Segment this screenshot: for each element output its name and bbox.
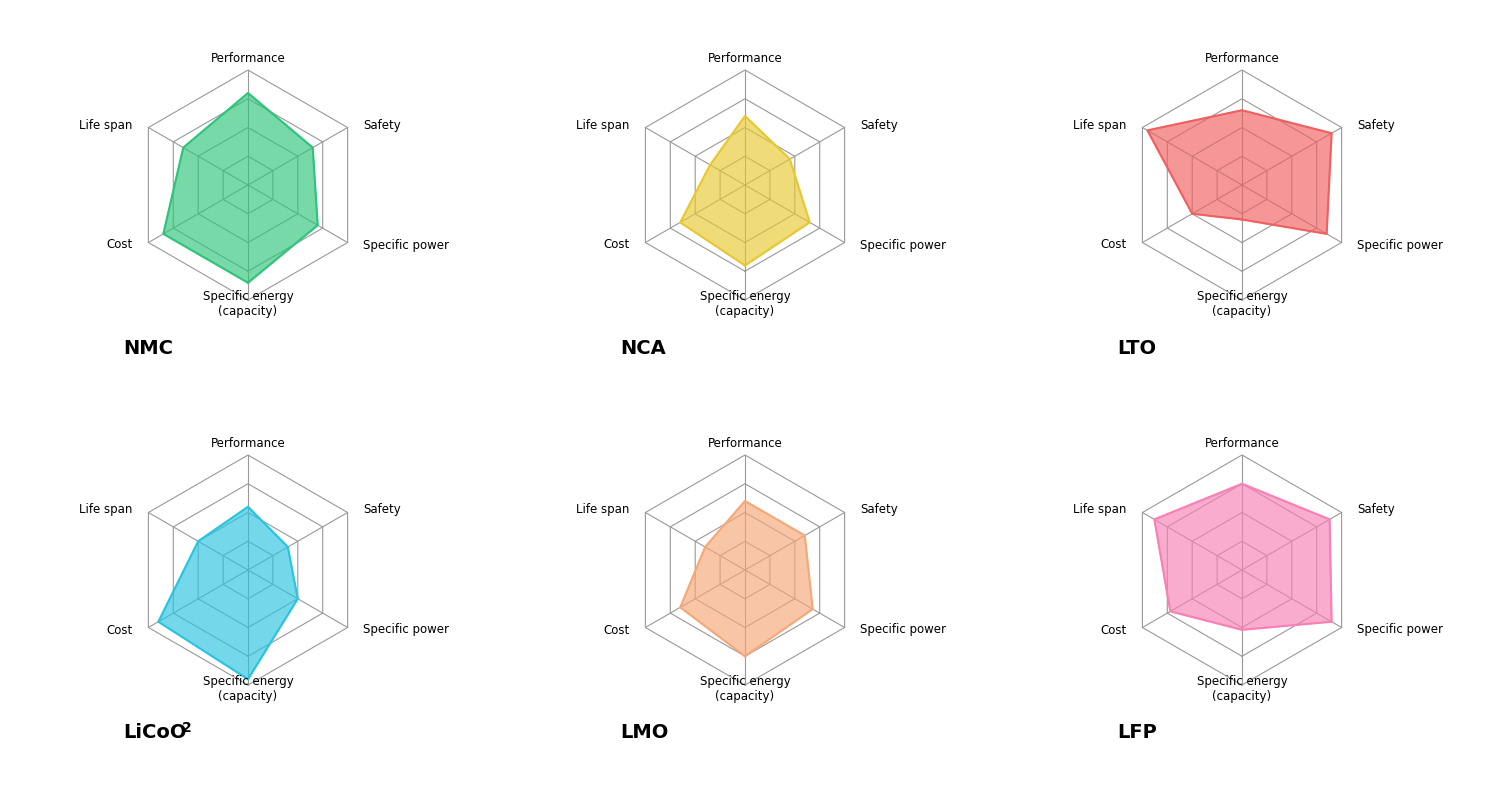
Text: LTO: LTO xyxy=(1118,338,1156,357)
Text: Life span: Life span xyxy=(79,503,133,517)
Text: Cost: Cost xyxy=(107,623,133,637)
Text: Specific power: Specific power xyxy=(364,623,448,637)
Text: Safety: Safety xyxy=(860,119,898,132)
Text: Cost: Cost xyxy=(603,239,630,251)
Polygon shape xyxy=(1155,484,1332,630)
Text: Specific power: Specific power xyxy=(1357,623,1444,637)
Text: 2: 2 xyxy=(182,721,192,735)
Text: Life span: Life span xyxy=(79,119,133,132)
Text: Safety: Safety xyxy=(364,119,401,132)
Text: Performance: Performance xyxy=(708,52,782,65)
Text: Life span: Life span xyxy=(577,503,630,517)
Text: Safety: Safety xyxy=(1357,119,1395,132)
Text: Safety: Safety xyxy=(364,503,401,517)
Text: Cost: Cost xyxy=(107,239,133,251)
Text: Performance: Performance xyxy=(1204,437,1280,450)
Text: NMC: NMC xyxy=(124,338,173,357)
Polygon shape xyxy=(158,507,298,679)
Polygon shape xyxy=(681,116,809,265)
Polygon shape xyxy=(681,501,812,656)
Text: Life span: Life span xyxy=(1073,119,1126,132)
Polygon shape xyxy=(1147,110,1332,234)
Text: Specific energy
(capacity): Specific energy (capacity) xyxy=(700,290,790,318)
Text: Life span: Life span xyxy=(1073,503,1126,517)
Text: Performance: Performance xyxy=(210,52,286,65)
Text: Specific energy
(capacity): Specific energy (capacity) xyxy=(203,290,294,318)
Text: Specific power: Specific power xyxy=(364,239,448,251)
Text: Performance: Performance xyxy=(708,437,782,450)
Polygon shape xyxy=(164,93,317,283)
Text: Specific energy
(capacity): Specific energy (capacity) xyxy=(203,675,294,703)
Text: Cost: Cost xyxy=(1101,623,1126,637)
Text: Specific power: Specific power xyxy=(860,623,946,637)
Text: Safety: Safety xyxy=(860,503,898,517)
Text: NCA: NCA xyxy=(620,338,666,357)
Text: Specific energy
(capacity): Specific energy (capacity) xyxy=(1196,675,1287,703)
Text: LFP: LFP xyxy=(1118,724,1156,743)
Text: Specific energy
(capacity): Specific energy (capacity) xyxy=(1196,290,1287,318)
Text: Safety: Safety xyxy=(1357,503,1395,517)
Text: Specific energy
(capacity): Specific energy (capacity) xyxy=(700,675,790,703)
Text: Cost: Cost xyxy=(603,623,630,637)
Text: Specific power: Specific power xyxy=(860,239,946,251)
Text: Cost: Cost xyxy=(1101,239,1126,251)
Text: LiCoO: LiCoO xyxy=(124,724,186,743)
Text: LMO: LMO xyxy=(620,724,669,743)
Text: Life span: Life span xyxy=(577,119,630,132)
Text: Performance: Performance xyxy=(210,437,286,450)
Text: Performance: Performance xyxy=(1204,52,1280,65)
Text: Specific power: Specific power xyxy=(1357,239,1444,251)
